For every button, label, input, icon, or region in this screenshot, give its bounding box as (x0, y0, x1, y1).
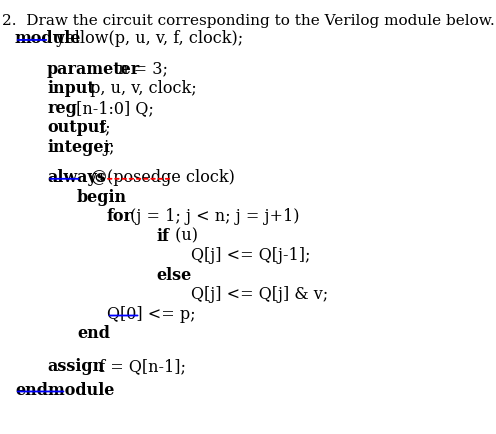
Text: (u): (u) (170, 228, 197, 245)
Text: Q[j] <= Q[j] & v;: Q[j] <= Q[j] & v; (191, 286, 328, 303)
Text: @(posedge clock): @(posedge clock) (91, 169, 235, 186)
Text: reg: reg (47, 100, 77, 117)
Text: module: module (15, 30, 81, 47)
Text: Q[j] <= Q[j-1];: Q[j] <= Q[j-1]; (191, 247, 310, 264)
Text: p, u, v, clock;: p, u, v, clock; (85, 80, 197, 97)
Text: n = 3;: n = 3; (113, 61, 168, 78)
Text: [n-1:0] Q;: [n-1:0] Q; (71, 100, 154, 117)
Text: yellow(p, u, v, f, clock);: yellow(p, u, v, f, clock); (51, 30, 244, 47)
Text: endmodule: endmodule (15, 382, 114, 399)
Text: integer: integer (47, 139, 112, 156)
Text: end: end (77, 326, 110, 342)
Text: f = Q[n-1];: f = Q[n-1]; (94, 358, 186, 375)
Text: else: else (156, 267, 191, 284)
Text: assign: assign (47, 358, 104, 375)
Text: f;: f; (94, 119, 111, 136)
Text: if: if (156, 228, 169, 245)
Text: Q[0] <= p;: Q[0] <= p; (107, 306, 195, 323)
Text: begin: begin (77, 189, 127, 206)
Text: j;: j; (99, 139, 115, 156)
Text: 2.  Draw the circuit corresponding to the Verilog module below.: 2. Draw the circuit corresponding to the… (1, 14, 495, 28)
Text: (j = 1; j < n; j = j+1): (j = 1; j < n; j = j+1) (125, 208, 300, 225)
Text: output: output (47, 119, 107, 136)
Text: input: input (47, 80, 95, 97)
Text: parameter: parameter (47, 61, 140, 78)
Text: for: for (107, 208, 132, 225)
Text: always: always (47, 169, 106, 186)
